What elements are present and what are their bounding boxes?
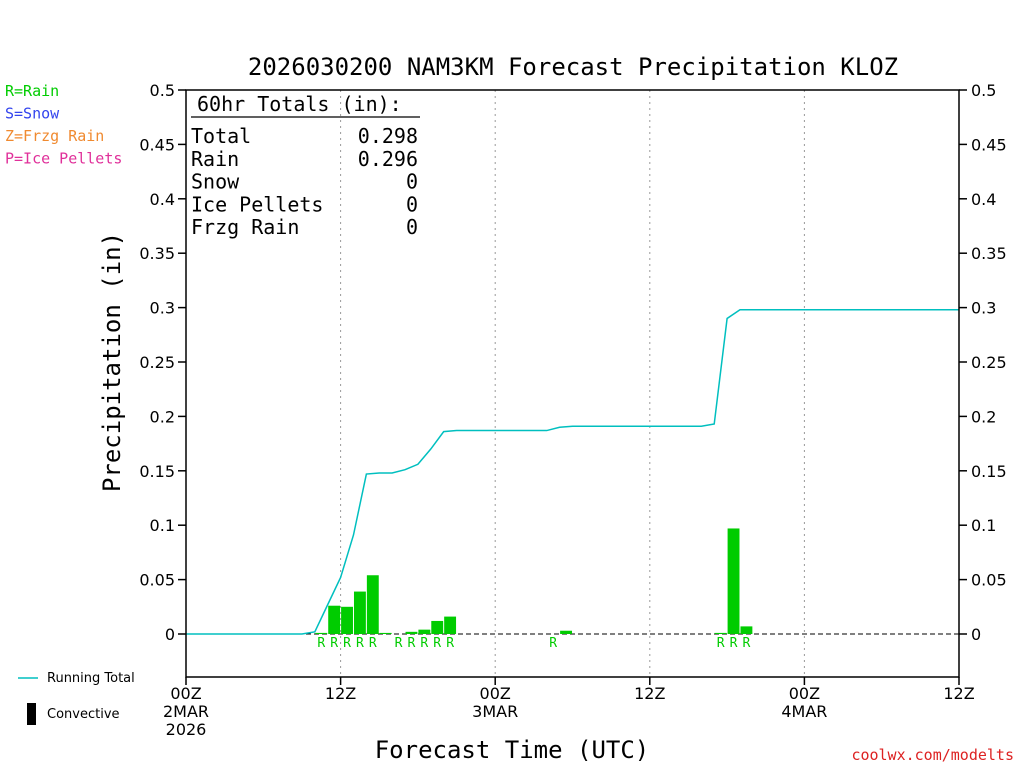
y-tick-label-right: 0.45 — [971, 135, 1007, 154]
y-tick-label-right: 0.2 — [971, 407, 996, 426]
ptype-marker: R — [317, 636, 325, 651]
y-axis-label: Precipitation (in) — [98, 232, 126, 492]
legend: Running Total Convective — [18, 671, 135, 725]
y-axis-ticks: 0 00.05 0.050.1 0.10.15 0.150.2 0.20.25 0.250.… — [139, 81, 1006, 644]
rain-bar — [353, 591, 366, 634]
legend-bar-swatch — [27, 703, 36, 725]
x-tick-label: 2MAR — [163, 702, 209, 721]
legend-label: Convective — [47, 707, 120, 722]
y-tick-label-left: 0 — [165, 625, 175, 644]
chart-title: 2026030200 NAM3KM Forecast Precipitation… — [248, 53, 898, 81]
running-total-polyline — [186, 309, 959, 635]
y-tick-label-right: 0.3 — [971, 299, 996, 318]
running-total-line — [186, 309, 959, 635]
x-tick-label: 2026 — [166, 720, 207, 739]
ptype-marker: R — [408, 636, 416, 651]
rain-bar — [379, 632, 392, 634]
ptype-marker: R — [717, 636, 725, 651]
y-tick-label-left: 0.25 — [139, 353, 175, 372]
totals-header: 60hr Totals (in): — [197, 92, 402, 116]
y-tick-label-right: 0 — [971, 625, 981, 644]
rain-bar — [444, 616, 457, 634]
ptype-marker: R — [743, 636, 751, 651]
y-tick-label-right: 0.05 — [971, 571, 1007, 590]
ptype-marker: R — [446, 636, 454, 651]
y-tick-label-left: 0.05 — [139, 571, 175, 590]
rain-bar — [315, 632, 328, 634]
x-tick-label: 3MAR — [472, 702, 518, 721]
precip-type-key: R=Rain S=Snow Z=Frzg Rain P=Ice Pellets — [5, 82, 122, 168]
x-tick-label: 12Z — [943, 684, 974, 703]
ptype-marker: R — [343, 636, 351, 651]
y-tick-label-right: 0.1 — [971, 516, 996, 535]
grid-lines — [186, 90, 959, 677]
totals-row-value: 0 — [406, 170, 418, 194]
totals-row-value: 0 — [406, 215, 418, 239]
totals-row-label: Snow — [191, 170, 240, 194]
legend-label: Running Total — [47, 671, 135, 686]
ptype-marker: R — [420, 636, 428, 651]
ptype-marker: R — [356, 636, 364, 651]
y-tick-label-right: 0.5 — [971, 81, 996, 100]
ptype-marker: R — [395, 636, 403, 651]
y-tick-label-left: 0.15 — [139, 462, 175, 481]
ptype-key-item: S=Snow — [5, 105, 60, 123]
totals-row-label: Total — [191, 124, 251, 148]
y-tick-label-left: 0.2 — [150, 407, 175, 426]
totals-row-value: 0 — [406, 192, 418, 216]
y-tick-label-left: 0.45 — [139, 135, 175, 154]
ptype-marker: R — [330, 636, 338, 651]
x-tick-label: 00Z — [789, 684, 820, 703]
totals-row-label: Frzg Rain — [191, 215, 299, 239]
totals-row-label: Ice Pellets — [191, 192, 323, 216]
x-tick-label: 12Z — [634, 684, 665, 703]
rain-bar — [405, 631, 418, 634]
ptype-marker: R — [730, 636, 738, 651]
y-tick-label-right: 0.35 — [971, 244, 1007, 263]
totals-row-value: 0.298 — [358, 124, 418, 148]
x-tick-label: 00Z — [170, 684, 201, 703]
plot-frame — [185, 89, 960, 678]
y-tick-label-left: 0.1 — [150, 516, 175, 535]
y-tick-label-right: 0.15 — [971, 462, 1007, 481]
y-tick-label-left: 0.4 — [150, 190, 175, 209]
x-tick-label: 00Z — [480, 684, 511, 703]
totals-row-value: 0.296 — [358, 147, 418, 171]
ptype-marker: R — [549, 636, 557, 651]
ptype-key-item: P=Ice Pellets — [5, 150, 122, 168]
totals-row-label: Rain — [191, 147, 239, 171]
ptype-key-item: R=Rain — [5, 82, 59, 100]
y-tick-label-left: 0.5 — [150, 81, 175, 100]
rain-bar — [740, 626, 753, 634]
x-tick-label: 4MAR — [781, 702, 827, 721]
totals-box: 60hr Totals (in): Total 0.298 Rain 0.296 Snow… — [191, 92, 420, 239]
y-tick-label-left: 0.35 — [139, 244, 175, 263]
rain-bar — [366, 575, 379, 634]
rain-bar — [341, 606, 353, 634]
y-tick-label-right: 0.4 — [971, 190, 996, 209]
ptype-key-item: Z=Frzg Rain — [5, 127, 104, 145]
rain-bar — [431, 620, 444, 634]
y-tick-label-right: 0.25 — [971, 353, 1007, 372]
rain-bar — [560, 630, 572, 634]
x-tick-label: 12Z — [325, 684, 356, 703]
rain-bar — [727, 528, 740, 634]
rain-bar — [328, 605, 341, 634]
ptype-marker: R — [433, 636, 441, 651]
x-axis-label: Forecast Time (UTC) — [375, 736, 650, 764]
rain-bar — [714, 632, 727, 634]
precip-bars — [315, 528, 753, 634]
ptype-marker: R — [369, 636, 377, 651]
rain-bar — [418, 629, 431, 634]
plot-border — [185, 89, 960, 678]
y-tick-label-left: 0.3 — [150, 299, 175, 318]
credit-text: coolwx.com/modelts — [851, 746, 1014, 764]
